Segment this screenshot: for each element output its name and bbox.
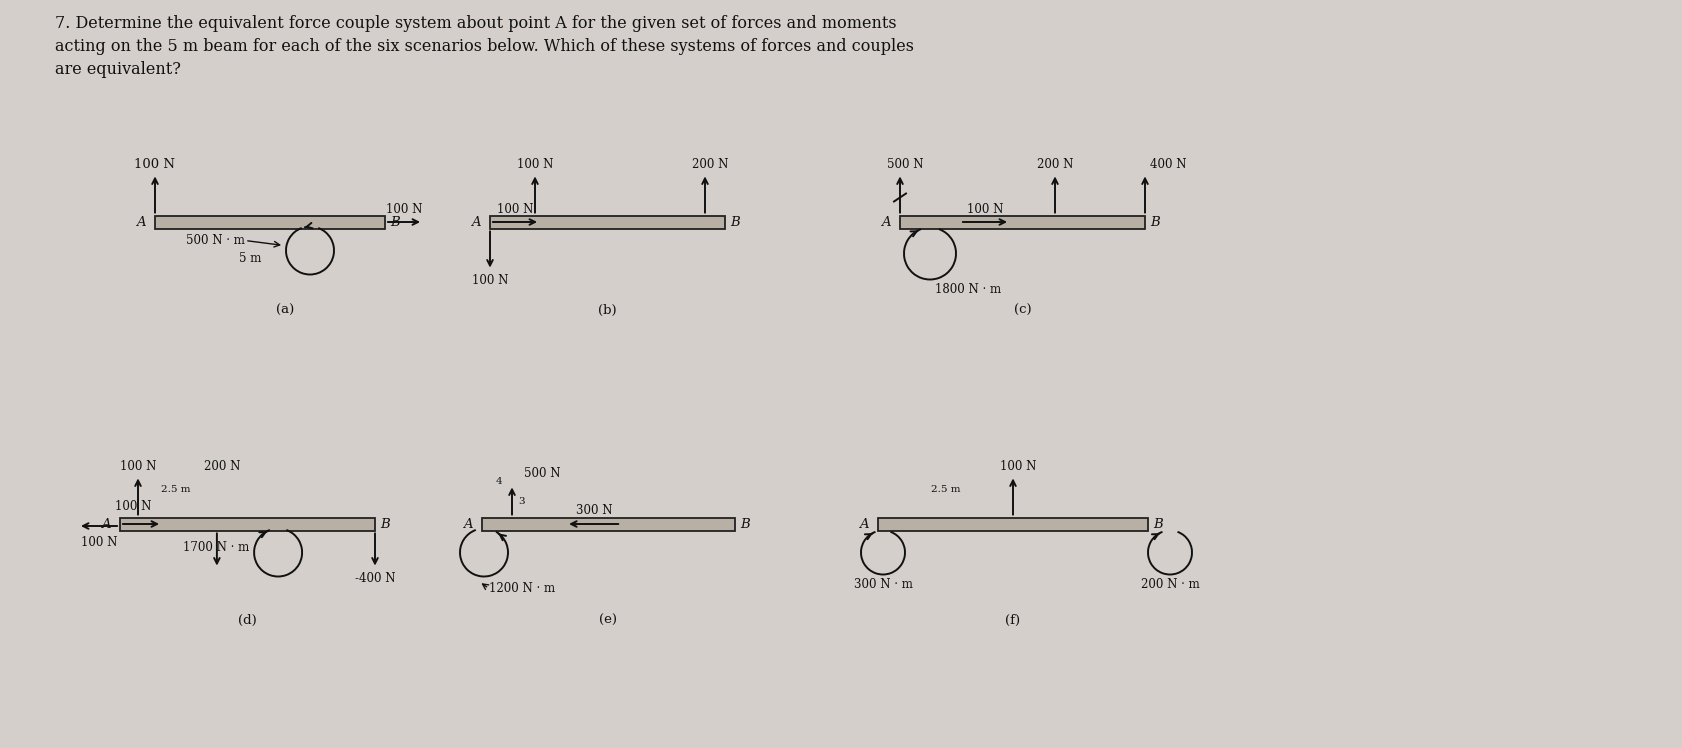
- Text: 7. Determine the equivalent force couple system about point A for the given set : 7. Determine the equivalent force couple…: [56, 15, 897, 32]
- Text: B: B: [730, 215, 740, 228]
- Text: 500 N: 500 N: [886, 158, 923, 171]
- Text: 200 N: 200 N: [1036, 158, 1073, 171]
- Text: 400 N: 400 N: [1149, 158, 1186, 171]
- Text: B: B: [390, 215, 400, 228]
- Text: B: B: [1152, 518, 1162, 530]
- Text: 100 N: 100 N: [385, 203, 422, 215]
- Text: 1800 N · m: 1800 N · m: [935, 283, 1001, 296]
- Text: 100 N: 100 N: [516, 158, 553, 171]
- Text: A: A: [101, 518, 111, 530]
- Text: 1200 N · m: 1200 N · m: [489, 582, 555, 595]
- Text: B: B: [380, 518, 390, 530]
- Text: A: A: [463, 518, 473, 530]
- Text: 200 N: 200 N: [691, 158, 728, 171]
- Text: acting on the 5 m beam for each of the six scenarios below. Which of these syste: acting on the 5 m beam for each of the s…: [56, 38, 913, 55]
- Text: 200 N: 200 N: [204, 459, 241, 473]
- Bar: [878, 518, 1147, 530]
- Text: 100 N: 100 N: [114, 500, 151, 512]
- Text: B: B: [740, 518, 748, 530]
- Text: A: A: [881, 215, 890, 228]
- Text: 500 N · m: 500 N · m: [187, 234, 246, 247]
- Text: B: B: [1149, 215, 1159, 228]
- Text: A: A: [136, 215, 146, 228]
- Text: 5 m: 5 m: [239, 252, 261, 265]
- Text: (b): (b): [597, 304, 616, 316]
- Bar: [119, 518, 375, 530]
- Text: 4: 4: [495, 477, 501, 486]
- Bar: [900, 215, 1144, 228]
- Text: 3: 3: [518, 497, 525, 506]
- Text: 100 N: 100 N: [965, 203, 1002, 215]
- Text: (e): (e): [599, 613, 617, 627]
- Bar: [489, 215, 725, 228]
- Text: (d): (d): [237, 613, 257, 627]
- Text: 100 N: 100 N: [999, 459, 1036, 473]
- Text: (a): (a): [276, 304, 294, 316]
- Bar: [155, 215, 385, 228]
- Text: A: A: [471, 215, 481, 228]
- Text: A: A: [860, 518, 868, 530]
- Text: 1700 N · m: 1700 N · m: [183, 541, 249, 554]
- Text: (f): (f): [1004, 613, 1019, 627]
- Text: 500 N: 500 N: [523, 467, 560, 479]
- Text: 100 N: 100 N: [471, 274, 508, 286]
- Text: (c): (c): [1013, 304, 1031, 316]
- Text: 100 N: 100 N: [81, 536, 118, 548]
- Text: are equivalent?: are equivalent?: [56, 61, 180, 78]
- Text: 100 N: 100 N: [135, 158, 175, 171]
- Text: 200 N · m: 200 N · m: [1140, 578, 1199, 591]
- Text: 2.5 m: 2.5 m: [930, 485, 960, 494]
- Text: 2.5 m: 2.5 m: [161, 485, 190, 494]
- Text: 100 N: 100 N: [119, 459, 156, 473]
- Bar: [481, 518, 735, 530]
- Text: -400 N: -400 N: [355, 572, 395, 586]
- Text: 100 N: 100 N: [496, 203, 533, 215]
- Text: 300 N: 300 N: [575, 504, 612, 518]
- Text: 300 N · m: 300 N · m: [853, 578, 912, 591]
